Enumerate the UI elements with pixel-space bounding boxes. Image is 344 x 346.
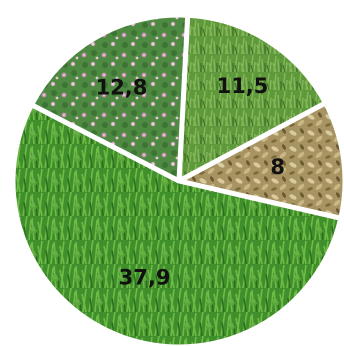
pie-data-label-2: 8 [270, 155, 285, 179]
pie-slice-1 [176, 12, 329, 184]
pie-slices [10, 12, 344, 346]
pie-data-label-1: 11,5 [217, 74, 269, 98]
pie-slice-4 [29, 12, 191, 184]
pie-slice-3 [10, 102, 344, 346]
pie-data-labels: 11,5 8 37,9 12,8 [96, 74, 285, 290]
pie-data-label-4: 12,8 [96, 76, 148, 100]
pie-data-label-3: 37,9 [119, 266, 171, 290]
